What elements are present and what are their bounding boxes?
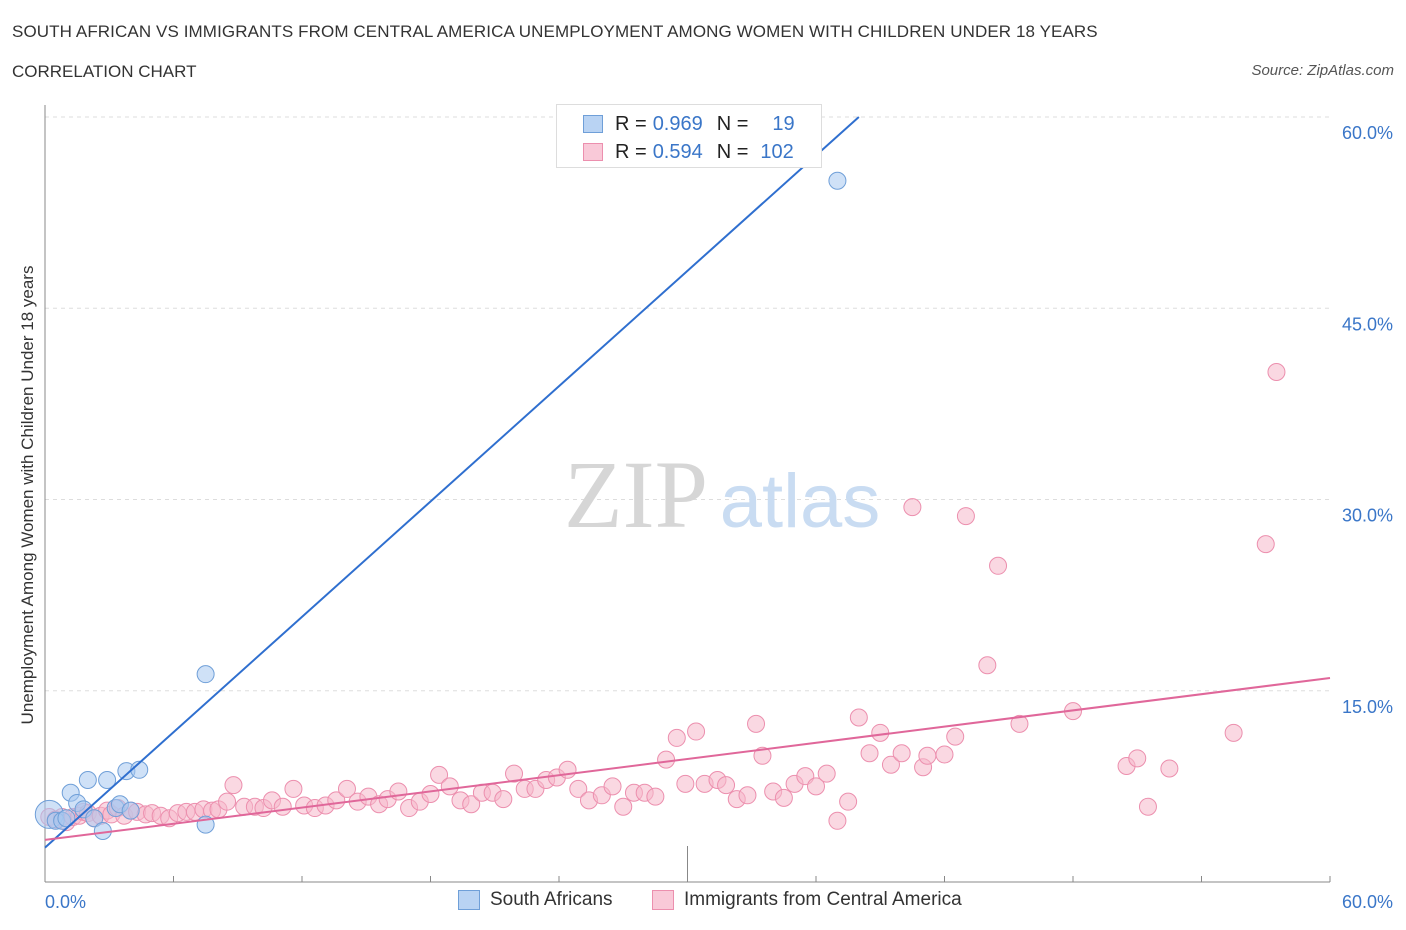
y-tick-label: 60.0% xyxy=(1342,123,1393,143)
legend-n-label: N = xyxy=(716,140,749,163)
data-point-central-america xyxy=(1267,363,1286,381)
trendline-south-africans xyxy=(44,116,860,849)
x-tick-label-min: 0.0% xyxy=(45,892,86,912)
legend-swatch-blue xyxy=(583,115,603,133)
data-point-central-america xyxy=(918,746,937,765)
data-point-central-america xyxy=(505,764,524,783)
data-point-central-america xyxy=(747,714,766,733)
data-point-central-america xyxy=(603,777,622,796)
chart-subtitle: CORRELATION CHART xyxy=(12,62,197,81)
bottom-legend-label: Immigrants from Central America xyxy=(684,889,962,910)
bottom-legend-central-america[interactable]: Immigrants from Central America xyxy=(652,889,962,911)
legend-r-label: R = xyxy=(615,140,647,163)
data-point-central-america xyxy=(978,656,997,675)
data-point-central-america xyxy=(218,792,237,811)
data-point-central-america xyxy=(430,765,449,784)
data-point-central-america xyxy=(839,792,858,811)
data-point-central-america xyxy=(753,746,772,765)
grid-lines xyxy=(45,116,1330,692)
trendlines xyxy=(44,116,1331,849)
data-point-south-africans xyxy=(78,771,97,789)
data-point-central-america xyxy=(614,797,633,816)
data-point-central-america xyxy=(494,790,513,809)
legend-n-value: 102 xyxy=(760,140,794,163)
data-point-central-america xyxy=(828,811,847,830)
data-point-central-america xyxy=(1010,714,1029,733)
data-point-south-africans xyxy=(85,809,104,828)
pink-series-points xyxy=(40,363,1286,832)
y-tick-label: 15.0% xyxy=(1342,697,1393,717)
data-point-south-africans xyxy=(98,771,117,789)
data-point-central-america xyxy=(224,776,243,795)
data-point-central-america xyxy=(935,745,954,764)
data-point-central-america xyxy=(1160,759,1179,778)
tick-labels: 15.0% 30.0% 45.0% 60.0% 0.0% 60.0% xyxy=(45,123,1393,912)
data-point-central-america xyxy=(421,785,440,804)
data-point-central-america xyxy=(389,782,408,801)
data-point-central-america xyxy=(1256,535,1275,554)
stats-legend: R = 0.969 N = 19 R = 0.594 N = 102 xyxy=(556,104,822,168)
data-point-central-america xyxy=(717,776,736,795)
legend-row-south-africans: R = 0.969 N = 19 xyxy=(583,112,795,136)
chart-title: SOUTH AFRICAN VS IMMIGRANTS FROM CENTRAL… xyxy=(12,22,1098,41)
data-point-central-america xyxy=(646,787,665,806)
data-point-south-africans xyxy=(828,171,847,190)
data-point-central-america xyxy=(284,779,303,798)
watermark-atlas: atlas xyxy=(720,459,881,544)
data-point-central-america xyxy=(657,750,676,769)
data-point-central-america xyxy=(871,723,890,742)
watermark-zip: ZIP xyxy=(564,441,708,548)
data-point-central-america xyxy=(569,779,588,798)
legend-r-value: 0.594 xyxy=(652,140,703,163)
data-point-central-america xyxy=(273,797,292,816)
data-point-central-america xyxy=(807,777,825,796)
axes xyxy=(44,105,1331,883)
data-point-central-america xyxy=(1224,723,1243,742)
data-point-central-america xyxy=(849,708,868,727)
legend-r-label: R = xyxy=(615,112,647,135)
bottom-legend-label: South Africans xyxy=(490,889,613,910)
data-point-central-america xyxy=(1128,749,1147,768)
data-point-central-america xyxy=(462,795,481,814)
y-tick-label: 30.0% xyxy=(1342,506,1393,526)
data-point-central-america xyxy=(738,786,757,805)
data-point-central-america xyxy=(676,774,695,793)
data-point-central-america xyxy=(946,727,965,746)
data-point-central-america xyxy=(667,728,686,747)
bottom-legend: South Africans Immigrants from Central A… xyxy=(0,889,1406,915)
data-point-central-america xyxy=(860,744,879,763)
bottom-legend-south-africans[interactable]: South Africans xyxy=(458,889,613,911)
data-point-central-america xyxy=(817,764,836,783)
data-point-south-africans xyxy=(196,665,215,684)
data-point-central-america xyxy=(989,556,1008,575)
data-point-central-america xyxy=(956,507,975,526)
legend-r-value: 0.969 xyxy=(652,112,703,135)
source-label: Source: ZipAtlas.com xyxy=(1251,62,1394,79)
data-point-central-america xyxy=(440,777,459,796)
data-point-central-america xyxy=(903,498,922,517)
data-point-central-america xyxy=(337,779,356,798)
data-point-south-africans xyxy=(121,801,140,820)
bottom-legend-swatch-pink xyxy=(652,890,674,910)
blue-series-points xyxy=(34,171,847,840)
data-point-central-america xyxy=(1138,797,1157,816)
legend-n-value: 19 xyxy=(772,112,795,135)
x-tick-label-max: 60.0% xyxy=(1342,892,1393,912)
y-tick-label: 45.0% xyxy=(1342,314,1393,334)
trendline-central-america xyxy=(44,677,1331,841)
bottom-legend-swatch-blue xyxy=(458,890,480,910)
data-point-central-america xyxy=(774,788,793,807)
watermark: ZIP atlas xyxy=(564,441,880,548)
data-point-south-africans xyxy=(57,809,76,828)
data-point-central-america xyxy=(881,755,900,774)
data-point-central-america xyxy=(687,722,706,741)
legend-row-central-america: R = 0.594 N = 102 xyxy=(583,140,794,164)
data-point-central-america xyxy=(892,744,911,763)
legend-swatch-pink xyxy=(583,143,603,161)
legend-n-label: N = xyxy=(716,112,749,135)
